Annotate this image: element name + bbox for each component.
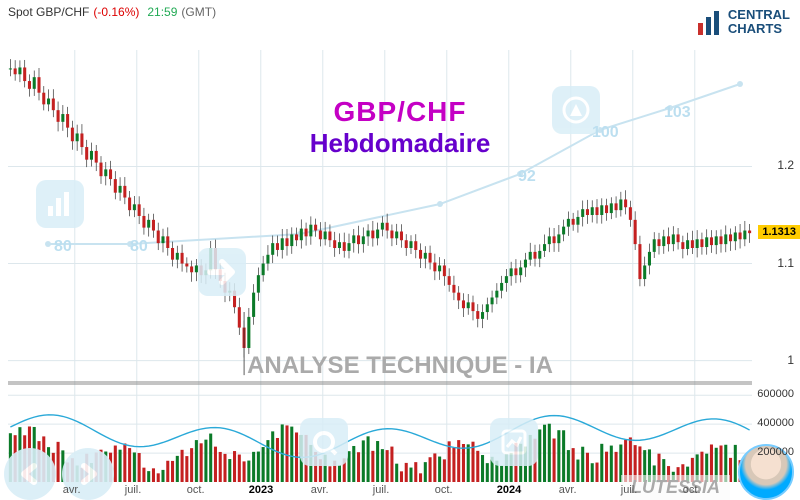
- x-tick: juil.: [125, 484, 142, 496]
- timestamp: 21:59: [147, 5, 177, 19]
- x-tick: avr.: [311, 484, 329, 496]
- watermark-label: 80: [54, 238, 72, 256]
- x-tick: oct.: [435, 484, 453, 496]
- pct-change: (-0.16%): [93, 5, 139, 19]
- logo-text-1: CENTRAL: [728, 8, 790, 22]
- header: Spot GBP/CHF (-0.16%) 21:59 (GMT): [0, 0, 800, 24]
- watermark-icon: [36, 180, 84, 228]
- vol-tick: 600000: [757, 388, 794, 400]
- x-tick: oct.: [187, 484, 205, 496]
- arrow-right-icon: [198, 248, 246, 296]
- y-tick: 1.1: [777, 256, 794, 270]
- spot-name: Spot GBP/CHF: [8, 5, 89, 19]
- brand-label: LUTESSIA: [621, 475, 730, 500]
- x-tick: 2023: [249, 484, 273, 496]
- timezone: (GMT): [181, 5, 216, 19]
- x-tick: avr.: [63, 484, 81, 496]
- nav-left-icon[interactable]: [4, 448, 56, 500]
- vol-tick: 200000: [757, 446, 794, 458]
- watermark-label: 92: [518, 168, 536, 186]
- chart-svg: [0, 24, 800, 500]
- x-tick: juil.: [621, 484, 638, 496]
- last-price: 1.1313: [758, 225, 800, 239]
- x-tick: avr.: [559, 484, 577, 496]
- x-tick: oct.: [683, 484, 701, 496]
- watermark-icon: [490, 418, 538, 466]
- watermark-label: 80: [130, 238, 148, 256]
- x-tick: juil.: [373, 484, 390, 496]
- chart-area[interactable]: GBP/CHF Hebdomadaire ANALYSE TECHNIQUE -…: [0, 24, 800, 500]
- y-tick: 1: [787, 353, 794, 367]
- watermark-label: 103: [664, 104, 691, 122]
- watermark-icon: [300, 418, 348, 466]
- watermark-label: 100: [592, 124, 619, 142]
- x-tick: 2024: [497, 484, 521, 496]
- y-tick: 1.2: [777, 158, 794, 172]
- vol-tick: 400000: [757, 417, 794, 429]
